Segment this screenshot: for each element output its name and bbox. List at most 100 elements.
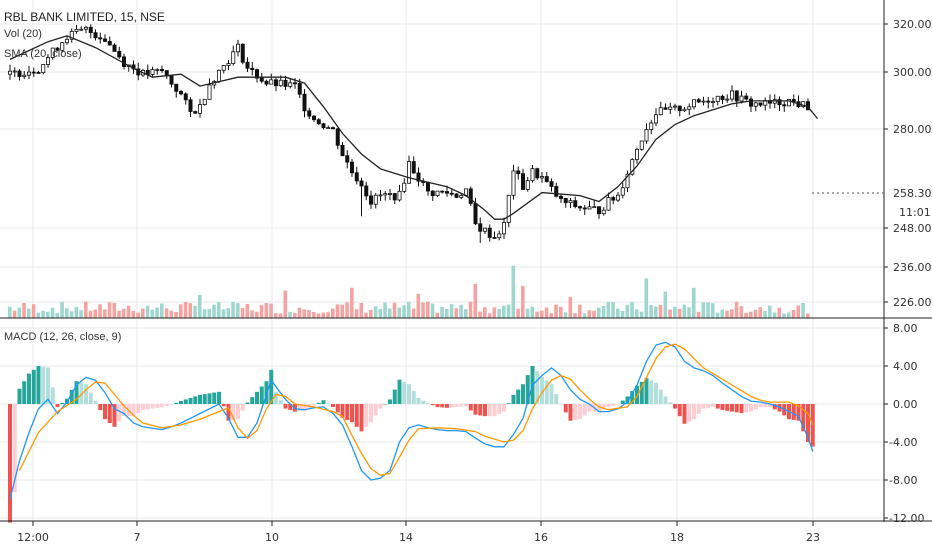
macd-hist-bar (730, 404, 734, 412)
macd-tick-label: -4.00 (889, 436, 917, 449)
volume-bar (283, 290, 288, 318)
candle-body (482, 227, 487, 232)
candle-body (383, 193, 388, 196)
macd-hist-bar (768, 404, 772, 408)
macd-hist-bar (663, 396, 668, 404)
volume-bar (549, 313, 554, 318)
volume-bar (440, 306, 444, 318)
macd-hist-bar (573, 404, 578, 420)
volume-bar (388, 308, 392, 318)
volume-bar (122, 308, 126, 318)
volume-bar (739, 306, 744, 318)
volume-bar (198, 294, 202, 318)
macd-hist-bar (183, 399, 188, 404)
macd-hist-bar (12, 404, 17, 493)
macd-hist-bar (169, 404, 174, 405)
macd-hist-bar (601, 404, 606, 410)
macd-hist-bar (644, 378, 649, 404)
candle-body (682, 108, 687, 112)
macd-hist-bar (411, 391, 416, 404)
candle-body (330, 127, 335, 130)
macd-hist-bar (497, 404, 502, 414)
macd-hist-bar (692, 404, 696, 420)
volume-bar (345, 302, 349, 318)
candle-body (273, 79, 278, 87)
volume-bar (136, 312, 140, 318)
candle-body (364, 185, 369, 197)
candle-body (487, 227, 492, 238)
macd-hist-bar (597, 404, 601, 412)
macd-hist-bar (677, 404, 682, 417)
macd-hist-bar (763, 404, 768, 408)
macd-hist-bar (88, 392, 93, 404)
candle-body (93, 32, 98, 39)
volume-bar (606, 302, 611, 318)
macd-hist-bar (122, 404, 126, 417)
volume-bar (535, 311, 539, 318)
candle-body (801, 101, 806, 107)
volume-bar (141, 308, 145, 318)
price-tick-label: 320.00 (893, 18, 932, 31)
volume-bar (65, 308, 69, 318)
candle-body (288, 82, 293, 87)
macd-hist-bar (79, 382, 84, 404)
macd-hist-bar (749, 404, 753, 412)
macd-tick-label: 0.00 (893, 398, 918, 411)
candle-body (321, 123, 326, 129)
macd-hist-bar (801, 404, 806, 432)
volume-bar (88, 310, 93, 318)
x-tick-label: 10 (265, 531, 279, 544)
volume-bar (145, 305, 150, 318)
volume-bar (27, 308, 31, 318)
macd-hist-bar (435, 404, 440, 408)
volume-bar (250, 310, 254, 318)
volume-bar (525, 308, 530, 318)
volume-bar (126, 305, 131, 318)
candle-body (753, 102, 758, 107)
candle-body (69, 31, 74, 40)
macd-hist-bar (164, 404, 169, 406)
volume-bar (402, 305, 406, 318)
macd-hist-bar (359, 404, 364, 432)
macd-hist-bar (269, 369, 274, 404)
x-tick-label: 23 (806, 531, 820, 544)
volume-bar (160, 303, 164, 318)
candle-body (535, 168, 540, 179)
macd-hist-bar (521, 384, 525, 404)
candle-body (540, 176, 545, 179)
macd-hist-bar (378, 404, 383, 409)
macd-hist-bar (69, 389, 74, 404)
candle-body (307, 110, 312, 117)
candle-body (649, 122, 654, 130)
volume-bar (639, 311, 644, 318)
volume-legend: Vol (20) (4, 28, 42, 40)
macd-hist-bar (60, 402, 65, 404)
candle-body (611, 197, 616, 201)
candle-body (245, 61, 250, 69)
macd-hist-bar (654, 382, 658, 404)
candle-body (787, 99, 792, 107)
macd-hist-bar (369, 404, 373, 423)
candle-body (497, 233, 502, 239)
candle-body (150, 69, 155, 75)
price-badge-box (885, 182, 932, 220)
macd-hist-bar (174, 402, 179, 404)
candle-body (65, 38, 70, 44)
volume-bar (649, 305, 653, 318)
macd-hist-bar (36, 366, 41, 404)
macd-hist-bar (492, 404, 497, 417)
volume-bar (155, 307, 159, 318)
macd-hist-bar (383, 404, 388, 405)
candle-body (250, 67, 255, 71)
macd-hist-bar (321, 400, 326, 404)
candle-body (568, 200, 573, 204)
candle-body (544, 176, 549, 183)
candle-body (349, 161, 354, 174)
macd-hist-bar (777, 404, 782, 412)
volume-bar (326, 312, 330, 318)
volume-bar (331, 308, 335, 318)
volume-bar (245, 304, 250, 318)
volume-bar (502, 305, 506, 318)
